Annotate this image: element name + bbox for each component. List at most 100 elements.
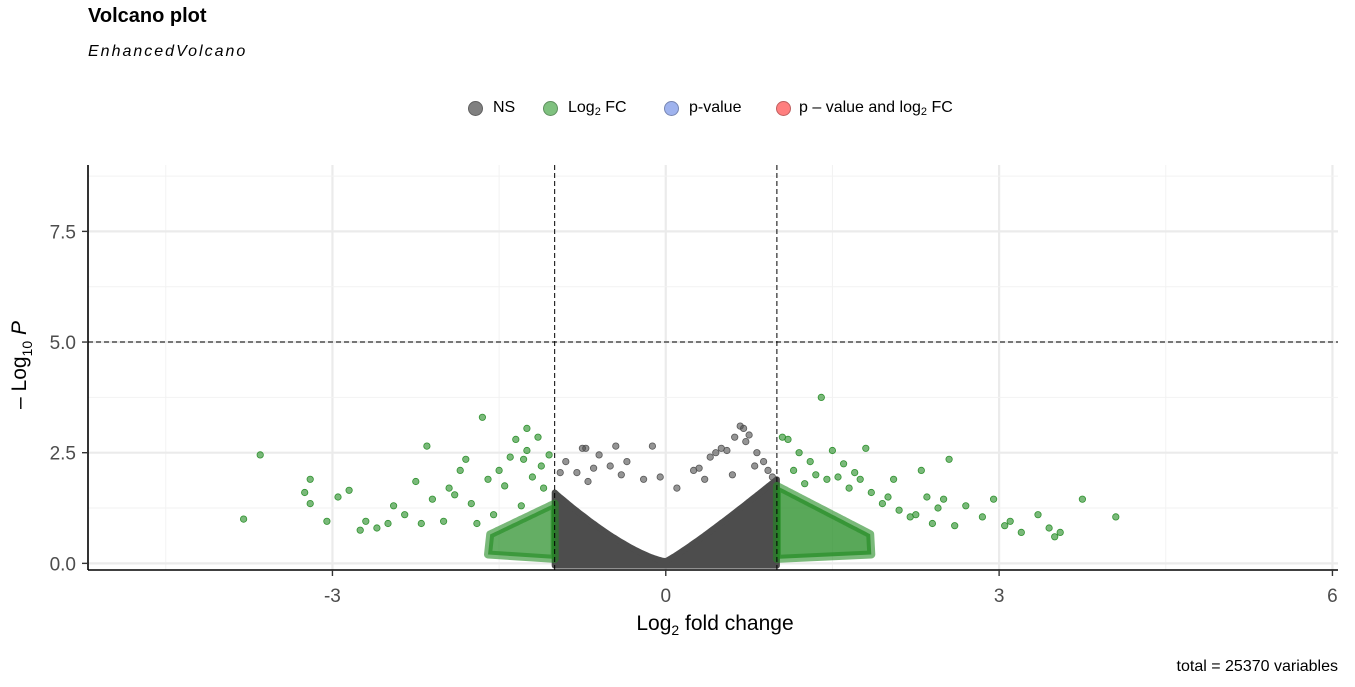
legend-swatch-pvalue-and-log2fc bbox=[776, 100, 791, 116]
legend-label-pvalue-and-log2fc: p – value and log2 FC bbox=[799, 98, 953, 118]
log2fc-cloud-left bbox=[484, 499, 559, 563]
data-point bbox=[517, 502, 525, 510]
data-point bbox=[612, 442, 620, 450]
data-point bbox=[784, 435, 792, 443]
data-point bbox=[478, 413, 486, 421]
data-point bbox=[1045, 524, 1053, 532]
data-point bbox=[423, 442, 431, 450]
data-point bbox=[701, 475, 709, 483]
data-point bbox=[823, 475, 831, 483]
data-point bbox=[439, 517, 448, 525]
data-point bbox=[384, 519, 392, 528]
data-point bbox=[867, 488, 875, 497]
data-point bbox=[306, 475, 314, 483]
data-point bbox=[731, 433, 739, 441]
data-point bbox=[673, 484, 681, 492]
data-point bbox=[928, 519, 937, 528]
data-point bbox=[412, 477, 420, 486]
data-point bbox=[801, 480, 809, 488]
data-point bbox=[584, 477, 592, 486]
data-point bbox=[923, 493, 931, 501]
axes bbox=[87, 165, 1338, 571]
data-point bbox=[451, 491, 459, 499]
data-point bbox=[545, 451, 553, 459]
data-point bbox=[1056, 528, 1064, 537]
data-point bbox=[617, 471, 625, 479]
data-point bbox=[456, 466, 464, 474]
data-point bbox=[623, 457, 631, 466]
data-point bbox=[534, 433, 542, 441]
data-point bbox=[812, 471, 820, 479]
data-point bbox=[878, 499, 887, 508]
y-axis-label: – Log10 P bbox=[8, 321, 35, 409]
data-point bbox=[639, 475, 648, 483]
data-point bbox=[978, 513, 987, 521]
data-point bbox=[1112, 513, 1120, 521]
data-point bbox=[484, 475, 492, 483]
data-point bbox=[489, 511, 498, 519]
log2fc-cloud-right bbox=[772, 481, 876, 563]
x-axis-label: Log2 fold change bbox=[636, 612, 794, 638]
log2fc-point-cloud bbox=[484, 481, 876, 563]
data-point bbox=[989, 495, 998, 503]
legend-swatch-log2fc bbox=[543, 100, 558, 116]
data-point bbox=[512, 435, 520, 443]
data-point bbox=[862, 444, 870, 452]
data-point bbox=[506, 453, 514, 461]
data-point bbox=[428, 495, 436, 503]
data-point bbox=[759, 457, 768, 466]
data-point bbox=[1017, 528, 1025, 537]
data-point bbox=[501, 482, 509, 490]
data-point bbox=[523, 424, 531, 432]
data-point bbox=[768, 473, 777, 481]
data-point bbox=[556, 468, 564, 477]
data-point bbox=[606, 462, 614, 470]
data-point bbox=[356, 526, 364, 534]
data-point bbox=[656, 473, 664, 481]
data-point bbox=[884, 493, 892, 501]
data-point bbox=[467, 499, 475, 508]
data-point bbox=[889, 475, 898, 483]
data-point bbox=[939, 495, 948, 503]
data-point bbox=[240, 515, 248, 523]
data-point bbox=[648, 442, 657, 450]
data-point bbox=[764, 466, 772, 474]
legend-swatch-ns bbox=[468, 100, 483, 116]
data-point bbox=[856, 475, 864, 483]
data-point bbox=[789, 466, 798, 474]
data-point bbox=[537, 462, 545, 470]
data-point bbox=[301, 488, 309, 497]
data-point bbox=[806, 457, 814, 466]
data-point bbox=[445, 484, 453, 492]
data-point bbox=[751, 462, 759, 470]
data-point bbox=[728, 471, 737, 479]
data-point bbox=[695, 464, 703, 472]
data-point bbox=[582, 444, 590, 452]
data-point bbox=[851, 468, 859, 477]
data-point bbox=[917, 466, 925, 474]
data-point bbox=[373, 524, 381, 532]
data-point bbox=[828, 446, 837, 455]
data-point bbox=[495, 466, 503, 474]
cutoff-lines bbox=[88, 165, 1338, 570]
data-point bbox=[1006, 517, 1014, 525]
legend: NS Log2 FC p-value p – value and log2 FC bbox=[0, 95, 1355, 121]
chart-subtitle: EnhancedVolcano bbox=[88, 43, 248, 60]
data-point bbox=[462, 455, 470, 463]
y-tick-label: 5.0 bbox=[50, 333, 76, 354]
y-tick-label: 2.5 bbox=[50, 444, 76, 465]
data-point bbox=[934, 504, 942, 512]
data-point bbox=[523, 446, 531, 455]
legend-label-ns: NS bbox=[493, 99, 516, 116]
data-point bbox=[912, 511, 920, 519]
data-points bbox=[240, 393, 1120, 541]
data-point bbox=[845, 484, 853, 492]
data-point bbox=[895, 506, 903, 514]
data-point bbox=[1051, 533, 1059, 541]
data-point bbox=[306, 499, 314, 508]
data-point bbox=[817, 393, 825, 401]
data-point bbox=[706, 453, 714, 461]
data-point bbox=[723, 446, 731, 455]
data-point bbox=[589, 464, 598, 472]
